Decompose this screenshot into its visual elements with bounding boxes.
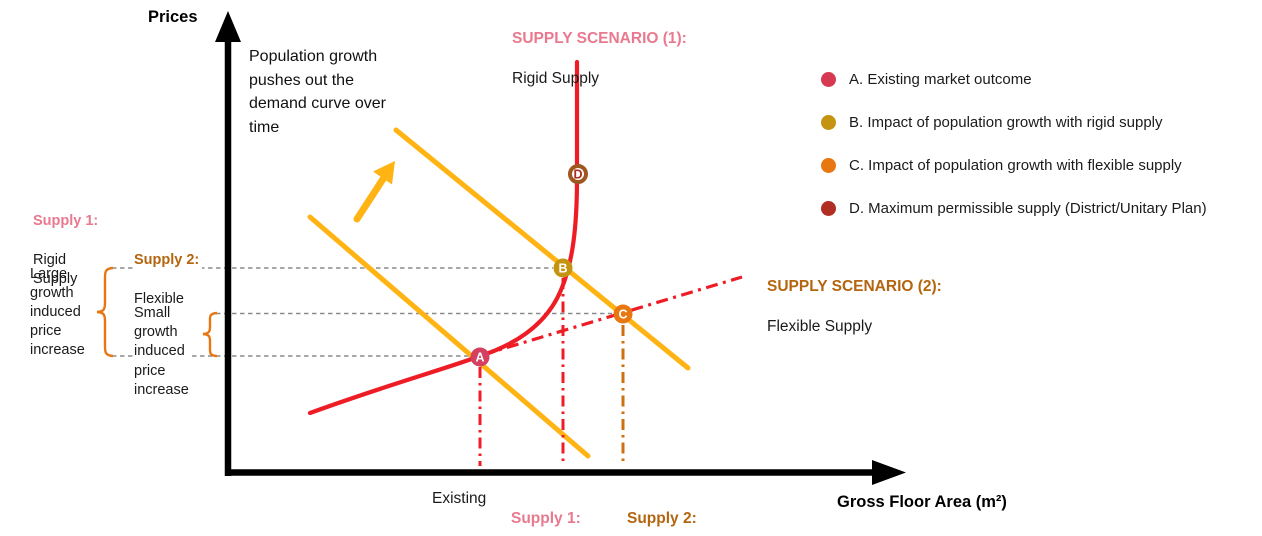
- demand-shift-note: Population growth pushes out the demand …: [249, 48, 386, 136]
- x-label-existing: Existing: [432, 490, 487, 507]
- left-supply1-block: Supply 1: Rigid Supply: [33, 192, 98, 290]
- x-label-supply1-block: Supply 1: Rigid Supply: [511, 489, 598, 536]
- point-b-marker: B: [553, 258, 573, 278]
- demand-shift-arrow: [353, 175, 387, 223]
- demand-curve-1: [307, 214, 591, 459]
- point-c-label: C: [618, 308, 627, 322]
- x-label-supply2-title: Supply 2:: [627, 510, 697, 527]
- left-supply1-subtitle: Rigid Supply: [33, 251, 78, 288]
- scenario2-title-block: SUPPLY SCENARIO (2): Flexible Supply: [767, 257, 942, 337]
- y-axis-arrowhead-icon: [215, 11, 241, 42]
- x-axis-label: Gross Floor Area (m²): [837, 493, 1007, 511]
- flexible-supply-line: [481, 275, 743, 357]
- legend: A. Existing market outcome B. Impact of …: [821, 58, 1207, 230]
- x-label-supply1-title: Supply 1:: [511, 510, 581, 527]
- point-d-marker: D: [568, 164, 588, 184]
- x-label-supply2-block: Supply 2: Flexible Supply: [627, 489, 732, 536]
- scenario2-subtitle: Flexible Supply: [767, 318, 873, 335]
- legend-label-d: D. Maximum permissible supply (District/…: [849, 200, 1207, 217]
- legend-label-c: C. Impact of population growth with flex…: [849, 157, 1182, 174]
- large-increase-note: Large growth induced price increase: [30, 266, 85, 358]
- legend-label-a: A. Existing market outcome: [849, 71, 1032, 88]
- scenario1-title-block: SUPPLY SCENARIO (1): Rigid Supply: [512, 9, 687, 89]
- legend-dot-c-icon: [821, 158, 836, 173]
- demand-curve-2: [393, 127, 691, 371]
- point-d-label: D: [573, 168, 582, 182]
- scenario2-title: SUPPLY SCENARIO (2):: [767, 278, 942, 295]
- point-c-marker: C: [613, 304, 633, 324]
- rigid-supply-curve: [307, 59, 580, 416]
- left-supply1-title: Supply 1:: [33, 212, 99, 229]
- scenario1-title: SUPPLY SCENARIO (1):: [512, 30, 687, 47]
- legend-label-b: B. Impact of population growth with rigi…: [849, 114, 1163, 131]
- small-increase-note: Small growth induced price increase: [134, 304, 192, 401]
- demand-shift-arrowhead-icon: [373, 161, 395, 185]
- legend-dot-b-icon: [821, 115, 836, 130]
- x-axis-arrowhead-icon: [872, 460, 906, 485]
- point-b-label: B: [558, 262, 567, 276]
- legend-item-c: C. Impact of population growth with flex…: [821, 144, 1207, 187]
- legend-item-a: A. Existing market outcome: [821, 58, 1207, 101]
- legend-dot-a-icon: [821, 72, 836, 87]
- scenario1-subtitle: Rigid Supply: [512, 70, 600, 87]
- large-increase-brace: [96, 266, 114, 358]
- point-a-marker: A: [470, 347, 490, 367]
- left-supply2-title: Supply 2:: [134, 251, 200, 268]
- legend-dot-d-icon: [821, 201, 836, 216]
- point-a-label: A: [475, 351, 484, 365]
- legend-item-d: D. Maximum permissible supply (District/…: [821, 187, 1207, 230]
- small-increase-brace: [202, 311, 218, 358]
- y-axis-label: Prices: [148, 8, 198, 26]
- legend-item-b: B. Impact of population growth with rigi…: [821, 101, 1207, 144]
